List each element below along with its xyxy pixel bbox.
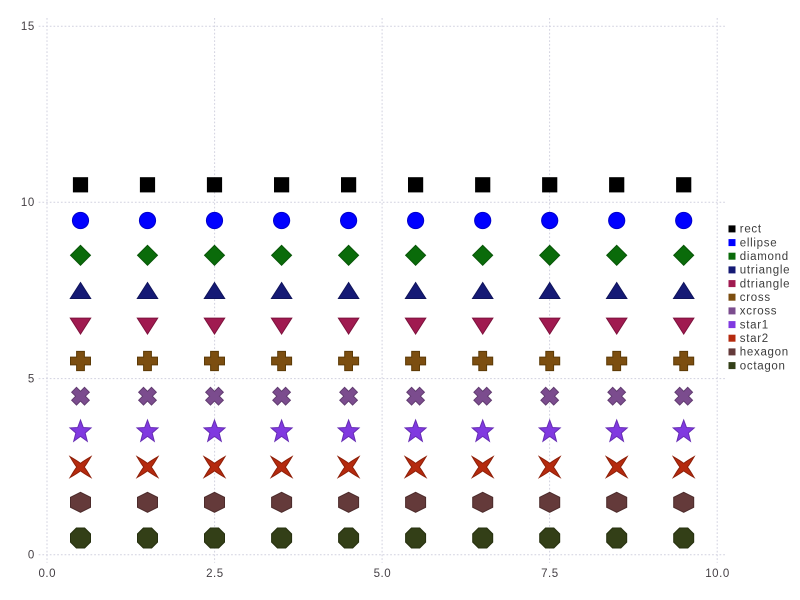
svg-text:15: 15 [21, 21, 35, 33]
svg-text:10: 10 [21, 197, 35, 209]
svg-text:5: 5 [28, 374, 35, 386]
svg-text:0: 0 [28, 550, 35, 562]
svg-text:hexagon: hexagon [740, 347, 789, 359]
svg-text:rect: rect [740, 224, 762, 236]
svg-text:diamond: diamond [740, 251, 789, 263]
svg-text:octagon: octagon [740, 360, 786, 372]
svg-text:5.0: 5.0 [374, 568, 392, 580]
svg-text:ellipse: ellipse [740, 237, 778, 249]
svg-text:utriangle: utriangle [740, 265, 790, 277]
svg-text:cross: cross [740, 292, 771, 304]
svg-text:star1: star1 [740, 319, 769, 331]
svg-text:10.0: 10.0 [705, 568, 730, 580]
svg-text:7.5: 7.5 [541, 568, 559, 580]
svg-text:xcross: xcross [740, 306, 777, 318]
svg-text:dtriangle: dtriangle [740, 278, 790, 290]
svg-text:star2: star2 [740, 333, 769, 345]
svg-text:2.5: 2.5 [206, 568, 224, 580]
svg-text:0.0: 0.0 [38, 568, 56, 580]
